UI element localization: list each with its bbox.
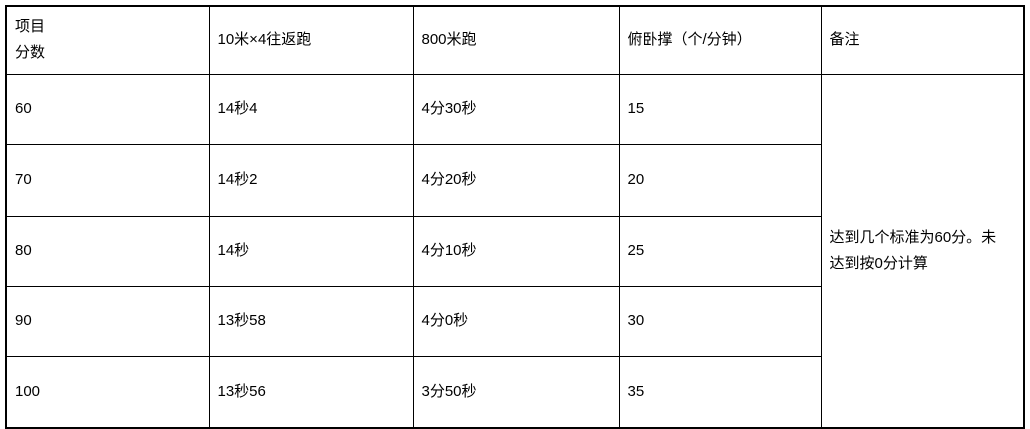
remark-text: 达到几个标准为60分。未达到按0分计算 [829,228,997,272]
score-cell: 100 [5,355,210,429]
score-cell: 90 [5,285,210,357]
pushups-cell: 20 [618,143,822,217]
header-cell-pushups: 俯卧撑（个/分钟） [618,5,822,75]
run-800m-cell: 4分20秒 [412,143,620,217]
pushups-cell: 15 [618,73,822,145]
header-cell-remark: 备注 [820,5,1025,75]
pushups-cell: 35 [618,355,822,429]
run-800m-cell: 4分10秒 [412,215,620,287]
table-row-80: 80 14秒 4分10秒 25 [5,215,1024,287]
shuttle-run-cell: 14秒2 [208,143,414,217]
header-cell-800m-run: 800米跑 [412,5,620,75]
header-cell-shuttle-run: 10米×4往返跑 [208,5,414,75]
fitness-score-table: 项目 分数 10米×4往返跑 800米跑 俯卧撑（个/分钟） 备注 60 14秒… [5,5,1025,429]
corner-label-score: 分数 [15,44,46,62]
shuttle-run-cell: 14秒4 [208,73,414,145]
score-cell: 80 [5,215,210,287]
pushups-cell: 25 [618,215,822,287]
remark-merged-cell: 达到几个标准为60分。未达到按0分计算 [820,73,1025,429]
shuttle-run-cell: 14秒 [208,215,414,287]
corner-cell-project-score: 项目 分数 [5,5,210,75]
run-800m-cell: 4分30秒 [412,73,620,145]
shuttle-run-cell: 13秒56 [208,355,414,429]
run-800m-cell: 4分0秒 [412,285,620,357]
pushups-cell: 30 [618,285,822,357]
table-row-90: 90 13秒58 4分0秒 30 [5,285,1024,357]
run-800m-cell: 3分50秒 [412,355,620,429]
table-row-60: 60 14秒4 4分30秒 15 达到几个标准为60分。未达到按0分计算 [5,73,1025,429]
score-cell: 70 [5,143,210,217]
table-row-100: 100 13秒56 3分50秒 35 [5,355,1024,429]
score-cell: 60 [5,73,210,145]
table-row-70: 70 14秒2 4分20秒 20 [5,143,1024,217]
header-row: 项目 分数 10米×4往返跑 800米跑 俯卧撑（个/分钟） 备注 [5,5,1025,75]
shuttle-run-cell: 13秒58 [208,285,414,357]
corner-label-project: 项目 [15,18,46,36]
